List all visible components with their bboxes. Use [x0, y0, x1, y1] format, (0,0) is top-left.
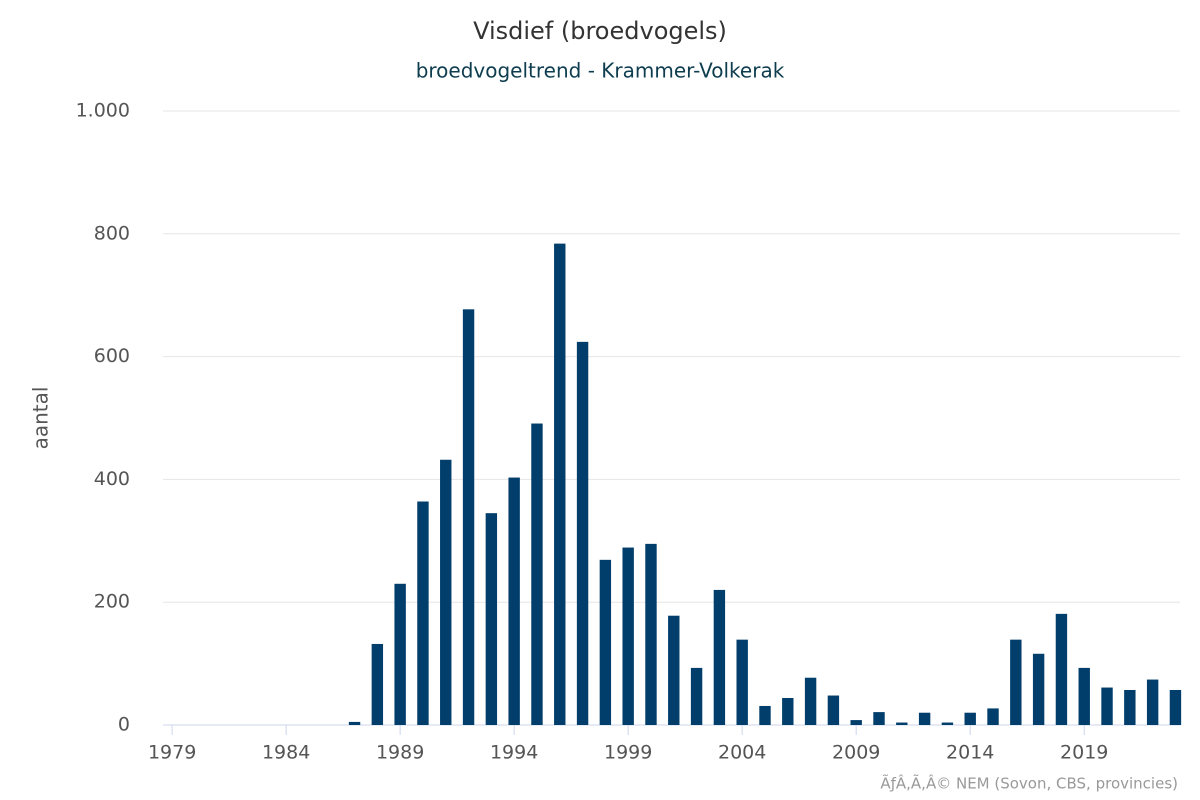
y-tick-label: 0: [118, 714, 130, 736]
bar: [759, 705, 771, 725]
bar: [873, 712, 885, 725]
bar: [1169, 690, 1182, 725]
y-tick-label: 1.000: [76, 100, 130, 122]
bar: [462, 309, 475, 725]
bar: [417, 501, 429, 725]
bar: [827, 695, 840, 725]
y-tick-label: 400: [94, 468, 130, 490]
bar: [599, 559, 612, 725]
bar: [1010, 639, 1022, 725]
chart-title: Visdief (broedvogels): [473, 17, 727, 45]
bar: [987, 708, 999, 725]
bar: [622, 547, 634, 725]
x-tick-label: 1989: [376, 742, 424, 764]
bar: [1124, 690, 1136, 725]
credits: ÃƒÂ,Ã,Â© NEM (Sovon, CBS, provincies): [880, 774, 1178, 793]
bar: [1078, 667, 1090, 725]
bar: [531, 423, 543, 725]
x-tick-label: 1979: [148, 742, 196, 764]
bar: [941, 722, 954, 725]
x-tick-label: 2009: [832, 742, 880, 764]
x-tick-label: 1984: [262, 742, 310, 764]
bar: [713, 589, 726, 725]
bar: [1032, 653, 1045, 725]
bar: [668, 615, 680, 725]
bar: [736, 639, 748, 725]
bar: [485, 513, 498, 725]
bar: [645, 543, 657, 725]
y-tick-label: 600: [94, 345, 130, 367]
chart-subtitle: broedvogeltrend - Krammer-Volkerak: [416, 59, 785, 83]
x-tick-label: 1999: [604, 742, 652, 764]
x-tick-label: 2004: [718, 742, 766, 764]
bar: [1055, 613, 1068, 725]
bar: [850, 720, 862, 725]
bar: [576, 341, 589, 725]
x-tick-label: 1994: [490, 742, 538, 764]
bar: [1146, 679, 1159, 725]
y-axis-label: aantal: [29, 387, 53, 450]
bar: [896, 722, 908, 725]
bar: [554, 243, 566, 725]
bar: [804, 677, 817, 725]
bar: [440, 459, 452, 725]
bar: [690, 667, 703, 725]
bar: [394, 583, 406, 725]
x-tick-label: 2019: [1060, 742, 1108, 764]
bar: [964, 712, 976, 725]
y-tick-label: 200: [94, 591, 130, 613]
bar: [918, 712, 931, 725]
bar: [1101, 687, 1113, 725]
y-tick-label: 800: [94, 222, 130, 244]
bar: [348, 721, 361, 725]
bar: [508, 477, 520, 725]
x-tick-label: 2014: [946, 742, 994, 764]
bar: [371, 643, 384, 725]
bar: [782, 697, 794, 725]
